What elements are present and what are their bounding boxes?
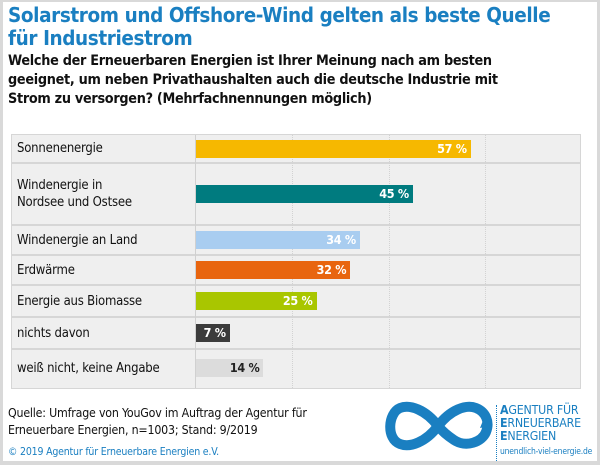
copyright: © 2019 Agentur für Erneuerbare Energien … [8, 446, 219, 458]
gridline [388, 135, 390, 388]
bar: 45 % [196, 185, 413, 203]
subtitle-line-2: geeignet, um neben Privathaushalten auch… [8, 72, 498, 88]
chart-row [12, 318, 580, 350]
category-label: weiß nicht, keine Angabe [17, 360, 160, 377]
chart-row [12, 286, 580, 318]
category-label: Windenergie in Nordsee und Ostsee [17, 177, 132, 211]
bar: 57 % [196, 139, 471, 158]
bar-value-label: 32 % [316, 262, 347, 277]
category-label-line: Energie aus Biomasse [17, 293, 142, 309]
logo-line-2: RNEUERBARE [507, 416, 581, 430]
logo-initial-e1: E [500, 416, 508, 430]
bar-value-label: 7 % [203, 325, 226, 340]
category-label-line: Sonnenenergie [17, 141, 103, 156]
subtitle-line-1: Welche der Erneuerbaren Energien ist Ihr… [8, 53, 492, 69]
logo-wordmark: AGENTUR FÜR ERNEUERBARE ENERGIEN [500, 404, 581, 443]
bar: 14 % [196, 359, 264, 377]
bar-chart: Sonnenenergie 57 % Windenergie in Nordsee u… [11, 134, 581, 389]
bar-value-label: 34 % [326, 232, 356, 247]
gridline [485, 135, 487, 388]
bar: 7 % [196, 324, 230, 342]
category-label: Erdwärme [17, 262, 75, 279]
category-label-line: Nordsee und Ostsee [17, 195, 132, 210]
y-axis-line [195, 135, 196, 388]
logo-initial-e2: E [500, 429, 508, 443]
category-label-line: Windenergie in [17, 178, 103, 193]
chart-row [12, 135, 580, 164]
chart-subtitle: Welche der Erneuerbaren Energien ist Ihr… [8, 52, 593, 109]
source-line-1: Quelle: Umfrage von YouGov im Auftrag de… [8, 406, 307, 420]
logo-separator [496, 405, 497, 461]
logo-line-1: GENTUR FÜR [508, 403, 579, 417]
chart-row [12, 226, 580, 256]
category-label-line: weiß nicht, keine Angabe [17, 360, 160, 376]
chart-row [12, 164, 580, 226]
chart-row [12, 256, 580, 286]
bar: 34 % [196, 231, 360, 249]
category-label-line: nichts davon [17, 325, 90, 341]
logo-initial-a: A [500, 403, 509, 417]
source-line-2: Erneuerbare Energien, n=1003; Stand: 9/2… [8, 423, 258, 437]
logo-url: unendlich-viel-energie.de [500, 447, 593, 457]
category-label: Energie aus Biomasse [17, 293, 142, 310]
subtitle-line-3: Strom zu versorgen? (Mehrfachnennungen m… [8, 91, 372, 107]
bar: 32 % [196, 261, 351, 279]
bar-value-label: 25 % [282, 293, 313, 308]
bar-value-label: 57 % [437, 140, 467, 156]
category-label: Sonnenenergie [17, 140, 103, 157]
chart-title: Solarstrom und Offshore-Wind gelten als … [8, 4, 593, 50]
category-label-line: Windenergie an Land [17, 232, 138, 248]
title-line-1: Solarstrom und Offshore-Wind gelten als … [8, 3, 551, 27]
category-label: nichts davon [17, 325, 90, 342]
category-label: Windenergie an Land [17, 232, 138, 249]
category-label-line: Erdwärme [17, 262, 75, 278]
bar: 25 % [196, 292, 317, 310]
infinity-logo-icon [385, 401, 493, 451]
source-note: Quelle: Umfrage von YouGov im Auftrag de… [8, 405, 307, 439]
bar-value-label: 45 % [379, 186, 409, 201]
bar-value-label: 14 % [229, 360, 260, 375]
logo-line-3: NERGIEN [507, 429, 557, 443]
title-line-2: für Industriestrom [8, 26, 193, 50]
